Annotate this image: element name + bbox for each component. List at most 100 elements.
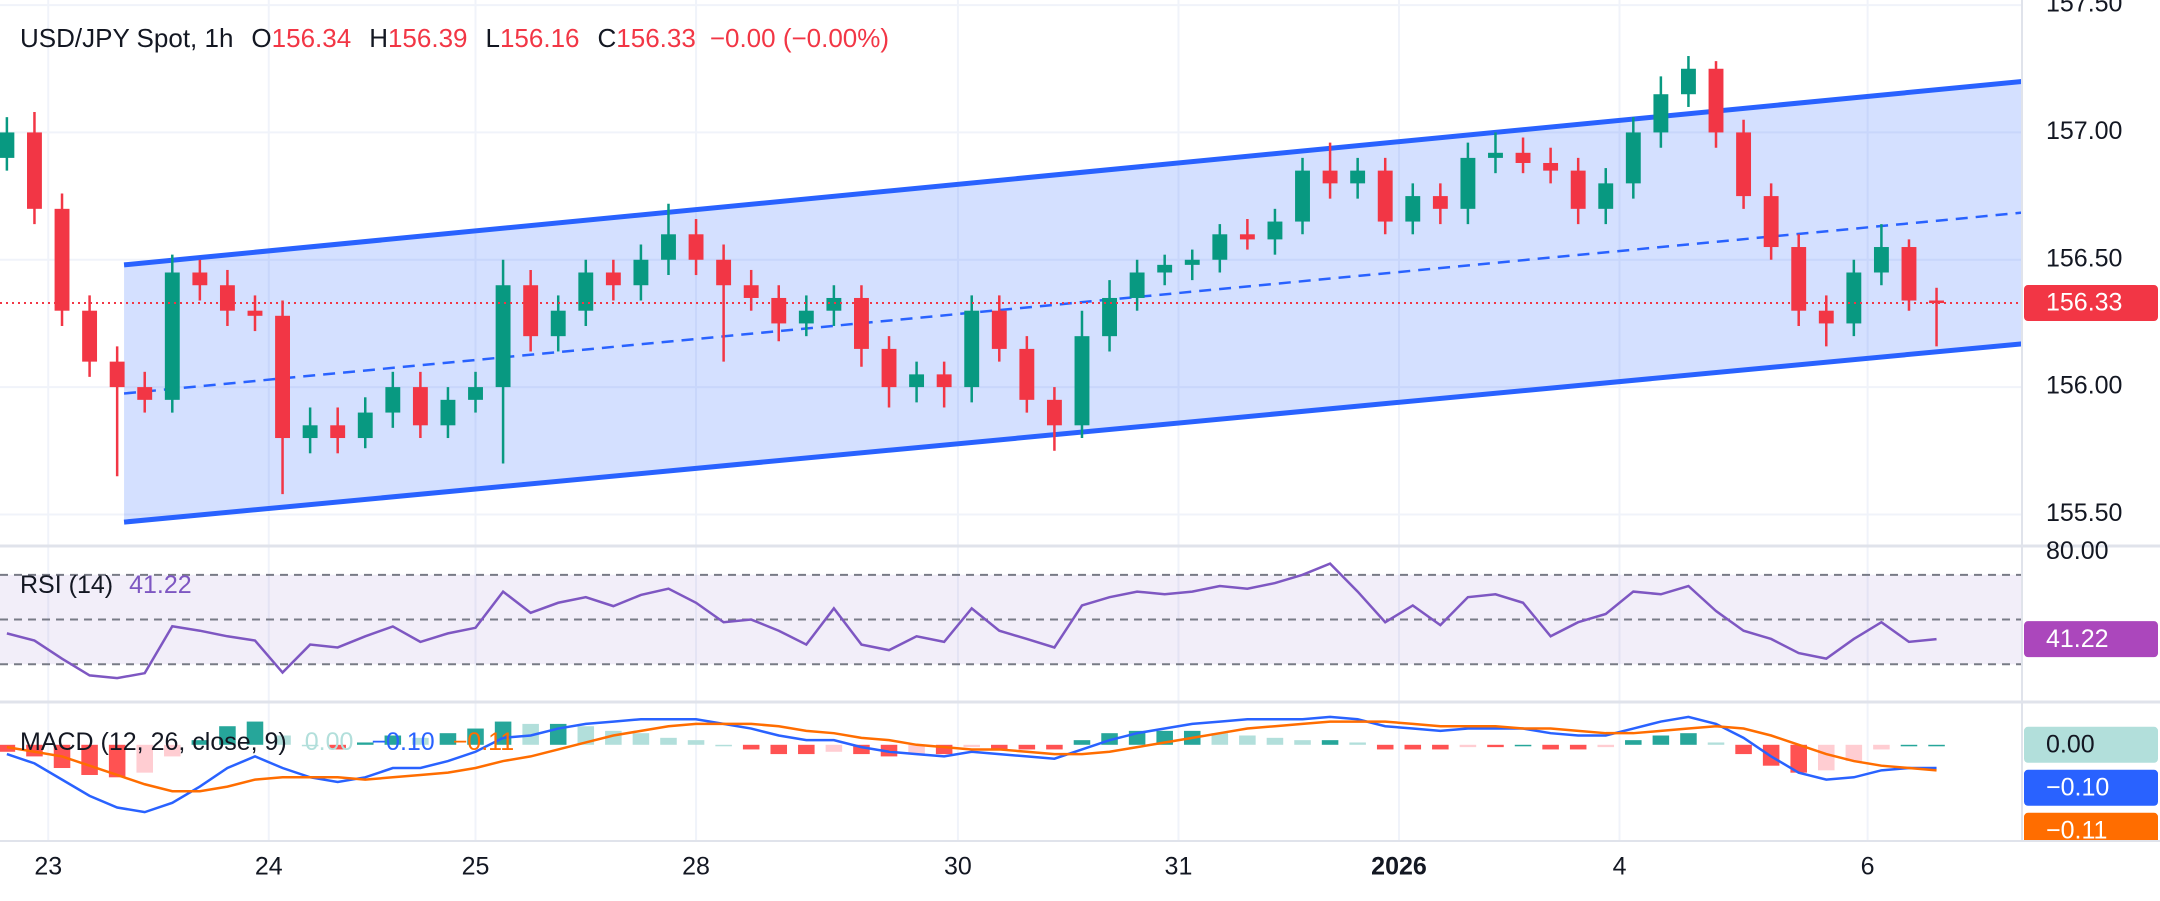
candle-body — [523, 285, 539, 337]
candle-body — [1791, 247, 1807, 311]
channel-upper-line — [123, 79, 2022, 268]
candle-body — [1543, 162, 1559, 171]
candle-body — [247, 310, 263, 316]
macd-badge-label: −0.10 — [2046, 773, 2109, 801]
rsi-value: 41.22 — [129, 571, 192, 599]
macd-histogram-bar — [715, 744, 732, 747]
macd-histogram-bar — [1818, 744, 1835, 771]
x-tick-label: 25 — [462, 853, 490, 881]
candle-body — [1405, 196, 1421, 222]
y-tick-label: 155.50 — [2046, 499, 2122, 527]
macd-histogram-bar — [1266, 737, 1284, 745]
candle-body — [1322, 170, 1338, 184]
macd-histogram-bar — [1707, 742, 1725, 745]
macd-line — [6, 720, 1937, 793]
candle-body — [495, 285, 511, 388]
candle-body — [1929, 300, 1944, 304]
macd-histogram-bar — [798, 744, 815, 755]
macd-histogram-bar — [991, 744, 1008, 750]
candle-body — [1184, 259, 1200, 265]
ohlc-value: 156.16 — [500, 23, 580, 53]
candle-body — [1488, 152, 1503, 158]
macd-histogram-bar — [246, 721, 264, 745]
candle-body — [1129, 272, 1145, 298]
candle-body — [991, 310, 1007, 349]
macd-badge — [2024, 769, 2158, 806]
macd-histogram-bar — [1404, 744, 1422, 750]
candle-body — [27, 132, 42, 209]
macd-histogram-bar — [1459, 744, 1477, 748]
last-price-label: 156.33 — [2046, 289, 2122, 317]
macd-histogram-bar — [935, 744, 953, 755]
macd-histogram-bar — [963, 744, 980, 748]
last-price-badge — [2024, 285, 2158, 322]
rsi-line — [6, 562, 1937, 680]
candle-body — [578, 272, 594, 311]
x-tick-label: 23 — [34, 853, 62, 881]
macd-histogram-bar — [1487, 744, 1504, 748]
candle-body — [854, 297, 869, 349]
candle-body — [1267, 221, 1283, 240]
candle-body — [82, 310, 98, 362]
ohlc-value: 156.33 — [616, 23, 696, 53]
candle-body — [1846, 272, 1862, 324]
candle-body — [0, 132, 15, 158]
candle-body — [1736, 132, 1752, 197]
macd-histogram-bar — [1321, 740, 1339, 745]
y-tick-label: 157.50 — [2046, 0, 2122, 18]
macd-histogram-bar — [412, 737, 429, 745]
candle-body — [964, 310, 980, 388]
candle-body — [109, 361, 125, 388]
macd-histogram-bar — [660, 737, 677, 745]
price-axis: 157.50 157.00 156.50 156.00 155.50 80.00 0.00 −… — [2024, 0, 2158, 840]
channel-lower-line — [123, 341, 2022, 525]
candle-body — [1570, 170, 1586, 209]
candle-body — [1212, 234, 1228, 260]
candle-body — [826, 297, 842, 311]
candle-body — [1019, 348, 1035, 400]
candle-body — [605, 272, 621, 286]
channel-fill — [124, 81, 2022, 523]
candle-body — [137, 387, 153, 400]
rsi-badge-label: 41.22 — [2046, 625, 2109, 653]
macd-histogram-bar — [1790, 744, 1807, 773]
rsi-title: RSI (14) — [20, 571, 113, 599]
candle-body — [164, 272, 180, 400]
plot-area — [0, 56, 2022, 814]
candle-body — [1239, 234, 1255, 240]
candle-body — [798, 310, 814, 324]
candle-body — [192, 272, 208, 286]
macd-badge — [2024, 726, 2158, 763]
macd-header: MACD (12, 26, close, 9) 0.00 −0.10 −0.11 — [20, 728, 514, 756]
macd-histogram-bar — [1597, 744, 1615, 748]
grid — [0, 0, 2022, 840]
candle-body — [881, 348, 897, 388]
y-tick-label: 156.50 — [2046, 244, 2122, 272]
macd-histogram-bar — [1845, 744, 1863, 762]
macd-histogram-bar — [1046, 744, 1063, 750]
macd-histogram-bar — [439, 733, 457, 745]
candle-body — [771, 297, 787, 324]
ohlc-label: H — [369, 23, 388, 53]
candle-body — [743, 285, 759, 298]
macd-histogram-bar — [1239, 735, 1256, 745]
macd-histogram-bar — [687, 740, 705, 745]
candle-body — [1295, 170, 1310, 222]
header: USD/JPY Spot, 1h O156.34 H156.39 L156.16 C15… — [20, 23, 889, 53]
candle-body — [1598, 183, 1614, 209]
candle-body — [1460, 157, 1476, 209]
x-tick-label: 28 — [682, 853, 710, 881]
candle-body — [1432, 196, 1448, 209]
x-tick-label: 6 — [1861, 853, 1875, 881]
candle-body — [468, 387, 483, 400]
macd-histogram-bar — [1376, 744, 1394, 750]
ohlc-value: 156.39 — [388, 23, 468, 53]
candle-body — [633, 259, 649, 286]
candle-body — [661, 234, 676, 260]
macd-series-value: −0.11 — [453, 728, 514, 756]
candle-body — [1708, 68, 1724, 133]
candle-body — [1515, 152, 1531, 163]
ohlc-label: L — [486, 23, 500, 53]
